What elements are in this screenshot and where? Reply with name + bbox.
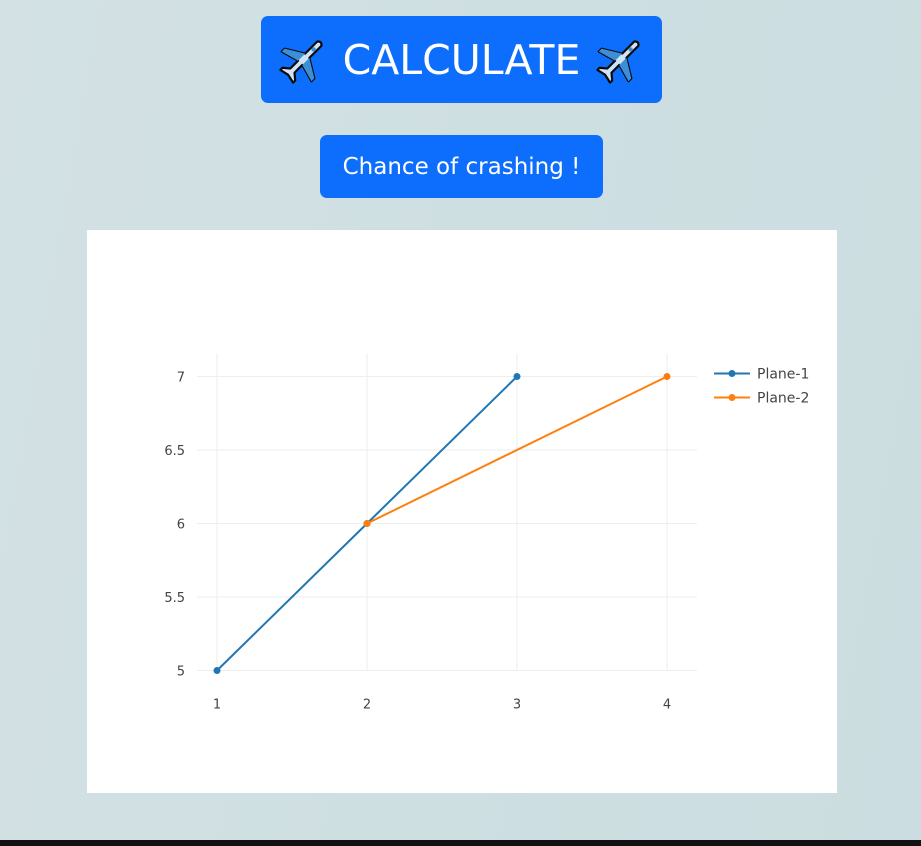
- y-tick-label: 6.5: [164, 444, 185, 459]
- series-line-2: [366, 375, 668, 525]
- y-tick-label: 7: [177, 371, 185, 386]
- x-tick-label: 3: [513, 698, 521, 713]
- legend-label: Plane-1: [757, 367, 809, 383]
- y-tick-label: 5.5: [164, 591, 185, 606]
- y-tick-label: 5: [177, 665, 185, 680]
- chance-of-crashing-button[interactable]: Chance of crashing !: [320, 135, 603, 198]
- legend-swatch-marker: [728, 394, 736, 401]
- data-point[interactable]: [363, 520, 371, 527]
- chart-series: [213, 373, 671, 674]
- y-axis-ticks: 5 5.5 6 6.5 7: [164, 371, 185, 680]
- chart-panel: 5 5.5 6 6.5 7 1 2 3 4 Plane-1 Plane-2: [87, 230, 837, 793]
- calculate-button[interactable]: CALCULATE: [261, 16, 662, 103]
- data-point[interactable]: [513, 373, 521, 380]
- chance-of-crashing-label: Chance of crashing !: [342, 153, 581, 180]
- bottom-bar: [0, 840, 921, 846]
- airplane-icon: [277, 34, 329, 86]
- line-chart: 5 5.5 6 6.5 7 1 2 3 4 Plane-1 Plane-2: [164, 353, 809, 713]
- x-tick-label: 2: [363, 698, 371, 713]
- calculate-label: CALCULATE: [342, 35, 581, 84]
- x-axis-ticks: 1 2 3 4: [213, 698, 671, 713]
- legend-label: Plane-2: [757, 391, 809, 407]
- data-point[interactable]: [213, 667, 221, 674]
- chart-legend[interactable]: Plane-1 Plane-2: [714, 367, 809, 407]
- airplane-icon: [594, 34, 646, 86]
- x-tick-label: 1: [213, 698, 221, 713]
- legend-swatch-marker: [728, 370, 736, 377]
- y-tick-label: 6: [177, 518, 185, 533]
- chart-grid: [197, 353, 697, 671]
- legend-item-1[interactable]: Plane-1: [714, 367, 809, 383]
- data-point[interactable]: [663, 373, 671, 380]
- legend-item-2[interactable]: Plane-2: [714, 391, 809, 407]
- x-tick-label: 4: [663, 698, 671, 713]
